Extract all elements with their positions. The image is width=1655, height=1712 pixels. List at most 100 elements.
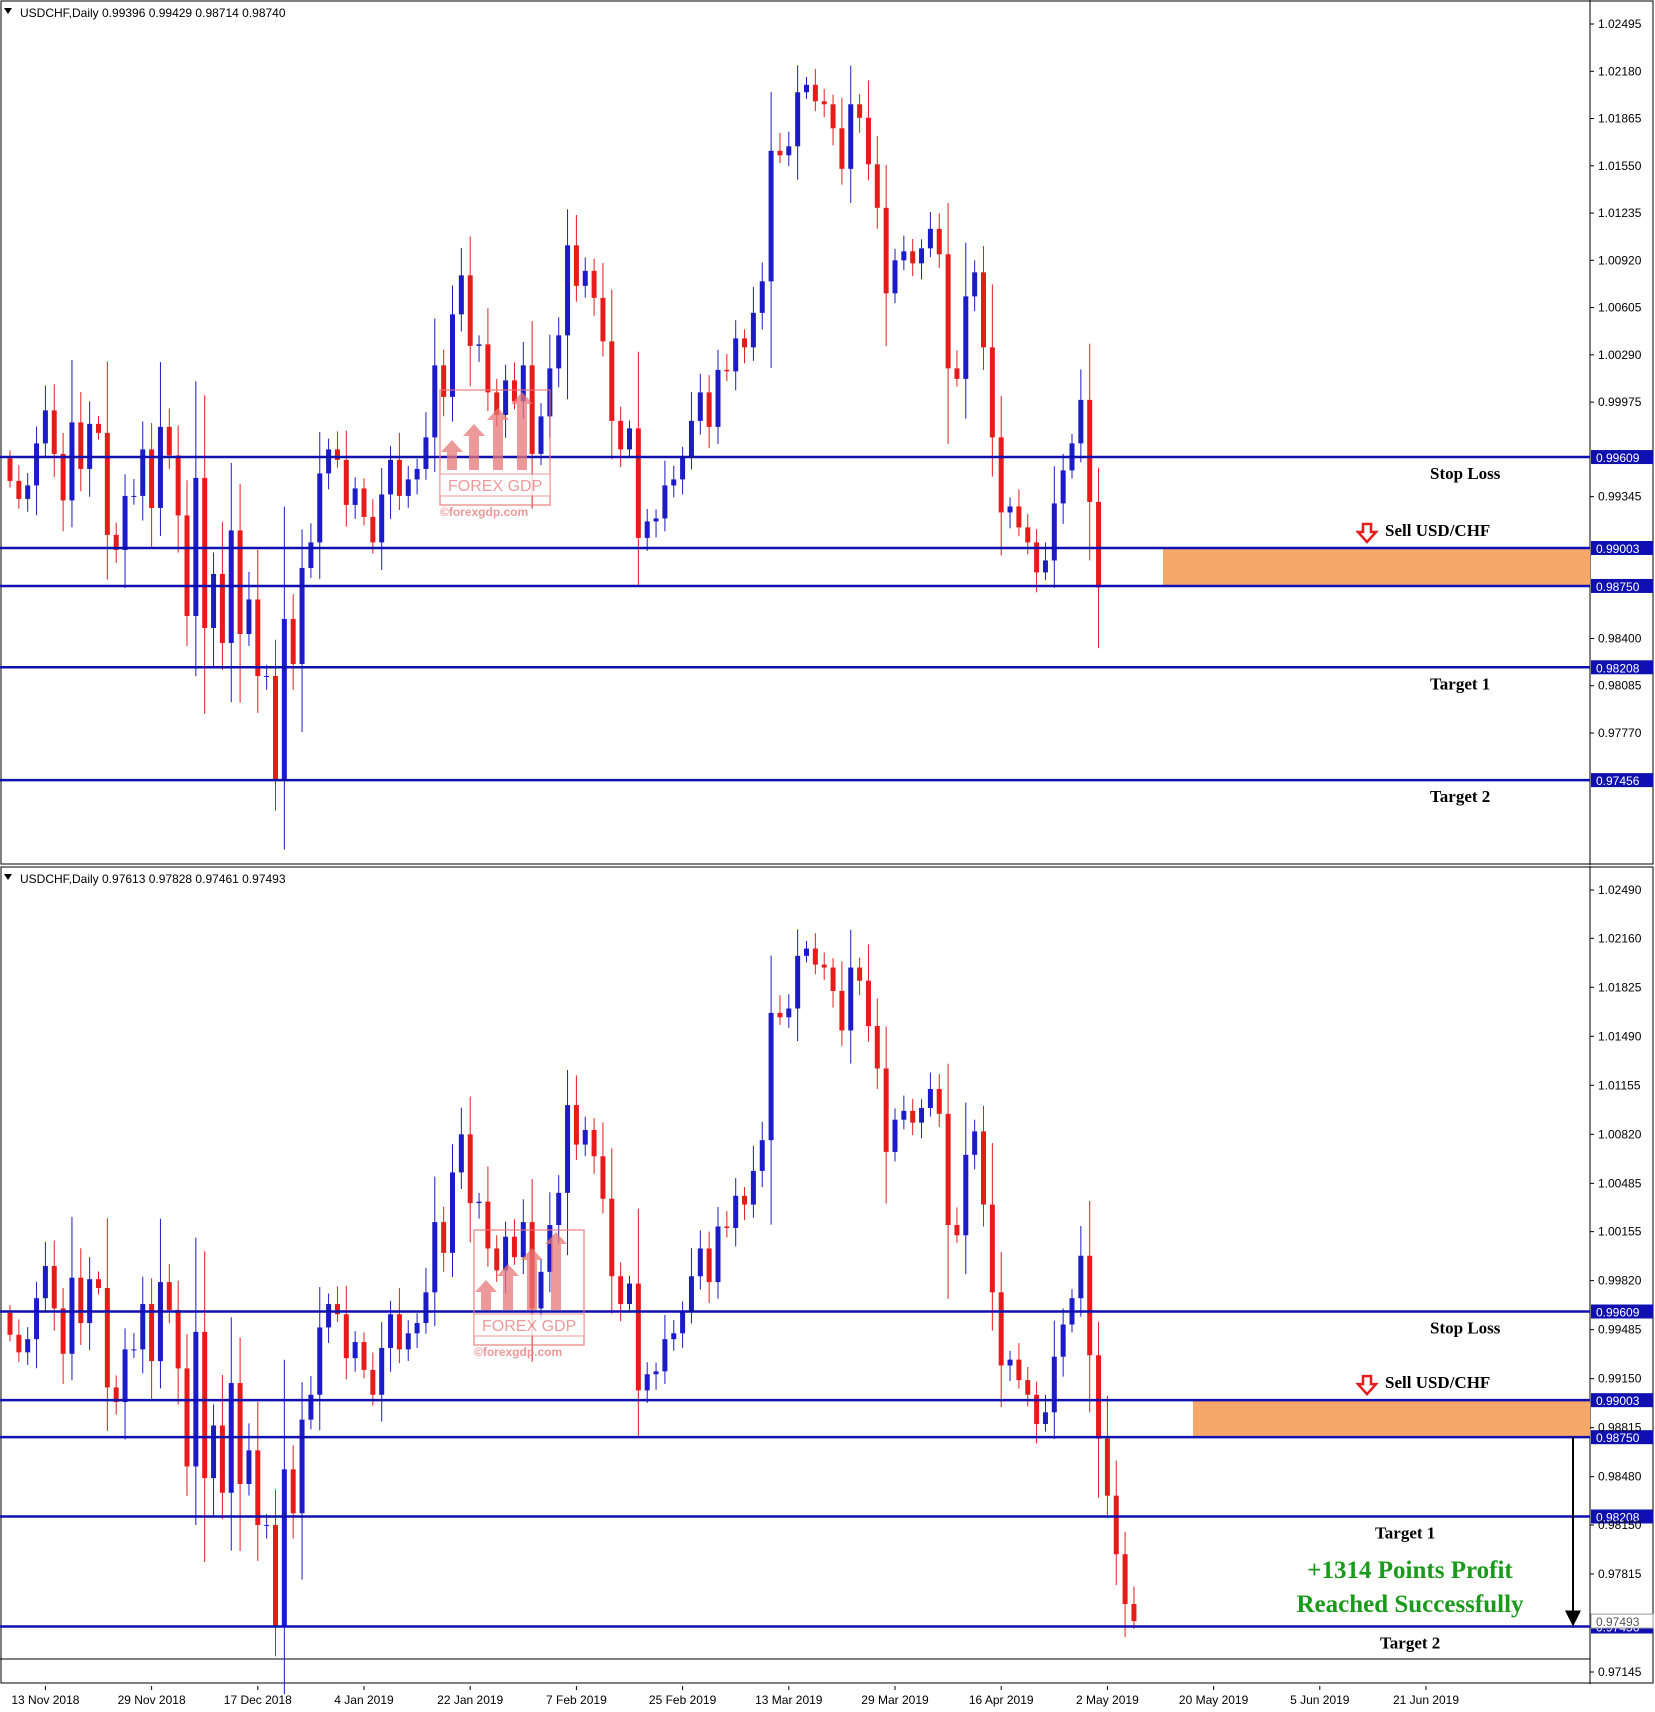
candle-body bbox=[520, 1222, 526, 1258]
candle-body bbox=[104, 432, 110, 535]
level-price-tag bbox=[1591, 540, 1653, 555]
candle-body bbox=[627, 428, 632, 450]
candle-body bbox=[945, 254, 951, 369]
candle-body bbox=[175, 455, 181, 516]
watermark-arrow-icon bbox=[487, 408, 509, 470]
x-tick-label: 25 Feb 2019 bbox=[649, 1693, 717, 1707]
candle-body bbox=[839, 128, 845, 169]
candle-body bbox=[627, 1283, 632, 1305]
candle-body bbox=[511, 380, 517, 402]
candle-body bbox=[635, 1283, 641, 1391]
y-tick-label: 0.99820 bbox=[1598, 1274, 1642, 1288]
level-price-tag-text: 0.97456 bbox=[1596, 774, 1640, 788]
candle-body bbox=[1113, 1495, 1119, 1555]
panel-frame bbox=[0, 0, 1654, 865]
current-price-tag-text: 0.97493 bbox=[1596, 1615, 1640, 1629]
profit-text-line-2: Reached Successfully bbox=[1296, 1591, 1524, 1618]
candle-body bbox=[432, 365, 438, 438]
candle-body bbox=[609, 341, 615, 421]
candle-body bbox=[874, 1026, 880, 1069]
candle-body bbox=[432, 1222, 438, 1293]
candle-body bbox=[1122, 1554, 1128, 1604]
y-tick-label: 1.02160 bbox=[1598, 931, 1642, 945]
candle-body bbox=[821, 964, 827, 968]
watermark-brand-box bbox=[473, 1313, 585, 1337]
candle-body bbox=[972, 1131, 978, 1155]
watermark-brand: FOREX GDP bbox=[448, 478, 542, 495]
candle-body bbox=[211, 573, 217, 628]
candle-body bbox=[281, 618, 287, 780]
candle-body bbox=[7, 1312, 13, 1335]
candle-body bbox=[131, 1349, 137, 1351]
header-triangle-icon bbox=[4, 874, 12, 880]
candle-body bbox=[113, 1387, 119, 1403]
candle-body bbox=[883, 207, 889, 294]
candle-body bbox=[1007, 506, 1013, 513]
x-tick-label: 7 Feb 2019 bbox=[546, 1693, 607, 1707]
candle-body bbox=[273, 1524, 278, 1626]
level-price-tag-text: 0.98208 bbox=[1596, 1510, 1640, 1524]
watermark-frame bbox=[439, 389, 551, 506]
candle-body bbox=[485, 344, 491, 393]
candle-body bbox=[423, 1292, 429, 1324]
current-price-tag bbox=[1590, 1613, 1654, 1629]
candle-body bbox=[945, 1113, 951, 1226]
candle-body bbox=[34, 1298, 40, 1340]
y-tick-label: 1.00605 bbox=[1598, 301, 1642, 315]
candle-body bbox=[441, 1222, 447, 1253]
candle-body bbox=[520, 365, 526, 402]
candle-body bbox=[989, 1204, 995, 1293]
candle-body bbox=[671, 1333, 677, 1340]
candle-body bbox=[936, 1088, 942, 1114]
candle-body bbox=[919, 1107, 925, 1123]
watermark-arrow-icon bbox=[475, 1280, 497, 1310]
candle-body bbox=[246, 1450, 252, 1484]
y-tick-label: 1.00290 bbox=[1598, 348, 1642, 362]
forexgdp-watermark: FOREX GDP ©forexgdp.com bbox=[439, 389, 551, 519]
candle-body bbox=[742, 1195, 748, 1205]
candle-body bbox=[768, 150, 774, 282]
candle-body bbox=[786, 1008, 792, 1018]
y-tick-labels: 1.02495 1.02180 1.01865 1.01550 1.01235 1.009… bbox=[1590, 17, 1642, 740]
candle-body bbox=[78, 1277, 84, 1324]
level-label: Target 1 bbox=[1430, 674, 1490, 693]
candle-body bbox=[246, 599, 252, 634]
level-price-tag bbox=[1591, 1509, 1653, 1524]
candle-body bbox=[1034, 1394, 1040, 1425]
candle-body bbox=[839, 990, 845, 1031]
x-tick-label: 5 Jun 2019 bbox=[1290, 1693, 1350, 1707]
candle-body bbox=[326, 449, 332, 474]
level-label: Stop Loss bbox=[1430, 464, 1501, 483]
y-tick-label: 1.02495 bbox=[1598, 17, 1642, 31]
candle-body bbox=[1016, 506, 1022, 528]
candle-body bbox=[42, 1266, 48, 1299]
candle-body bbox=[1051, 1356, 1057, 1413]
candle-body bbox=[724, 369, 730, 372]
forexgdp-watermark: FOREX GDP ©forexgdp.com bbox=[473, 1229, 585, 1359]
watermark-arrow-icon bbox=[441, 440, 463, 470]
y-tick-label: 1.01155 bbox=[1598, 1078, 1641, 1092]
candle-body bbox=[343, 459, 349, 505]
candle-body bbox=[273, 675, 278, 780]
candle-body bbox=[87, 1279, 93, 1324]
candle-body bbox=[1042, 1412, 1048, 1425]
y-tick-labels: 1.02490 1.02160 1.01825 1.01490 1.01155 1.008… bbox=[1590, 883, 1642, 1679]
candle-body bbox=[476, 344, 482, 346]
chart-header: USDCHF,Daily 0.99396 0.99429 0.98714 0.9… bbox=[20, 6, 286, 20]
candles bbox=[7, 65, 1102, 850]
candle-body bbox=[582, 270, 588, 286]
candle-body bbox=[804, 84, 809, 93]
watermark-arrow-icon bbox=[521, 1248, 543, 1310]
candle-body bbox=[308, 1394, 314, 1420]
candle-body bbox=[281, 1469, 287, 1626]
y-tick-label: 0.98085 bbox=[1598, 679, 1642, 693]
candle-body bbox=[388, 1314, 394, 1348]
candle-body bbox=[759, 281, 765, 313]
header-triangle-icon bbox=[4, 8, 12, 14]
watermark-arrow-icon bbox=[463, 424, 485, 470]
candle-body bbox=[759, 1140, 765, 1171]
candle-body bbox=[140, 449, 146, 496]
level-price-tag bbox=[1591, 773, 1653, 788]
candle-body bbox=[989, 347, 995, 438]
candle-body bbox=[131, 495, 137, 497]
